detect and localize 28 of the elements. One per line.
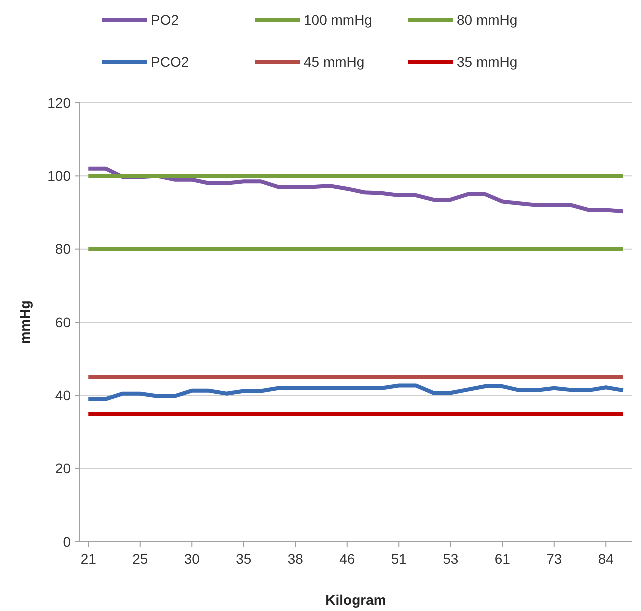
line-series	[86, 384, 626, 402]
x-tick-label: 35	[236, 551, 252, 567]
x-tick-label: 53	[443, 551, 459, 567]
legend-label: 80 mmHg	[457, 12, 518, 28]
x-tick-label: 61	[494, 551, 511, 567]
x-tick-label: 21	[80, 551, 97, 567]
x-tick-label: 84	[598, 551, 614, 567]
line-series	[86, 166, 626, 214]
legend-label: 35 mmHg	[457, 54, 518, 70]
y-tick-label: 40	[55, 388, 72, 404]
legend-label: 45 mmHg	[304, 54, 365, 70]
x-tick-label: 51	[391, 551, 408, 567]
legend-label: PO2	[151, 12, 180, 28]
y-tick-label: 20	[55, 460, 72, 477]
legend-label: 100 mmHg	[304, 12, 372, 28]
y-tick-label: 80	[55, 241, 72, 258]
y-axis-title: mmHg	[17, 300, 33, 344]
x-axis-title: Kilogram	[326, 592, 386, 608]
x-tick-label: 73	[546, 551, 562, 567]
x-tick-label: 38	[288, 551, 304, 567]
x-tick-label: 25	[132, 551, 148, 567]
y-tick-label: 120	[48, 94, 72, 111]
legend-label: PCO2	[151, 54, 190, 70]
x-tick-label: 30	[184, 551, 200, 567]
y-tick-label: 100	[48, 168, 72, 184]
y-tick-label: 60	[55, 314, 72, 330]
y-tick-label: 0	[63, 534, 72, 550]
x-tick-label: 46	[340, 551, 356, 567]
